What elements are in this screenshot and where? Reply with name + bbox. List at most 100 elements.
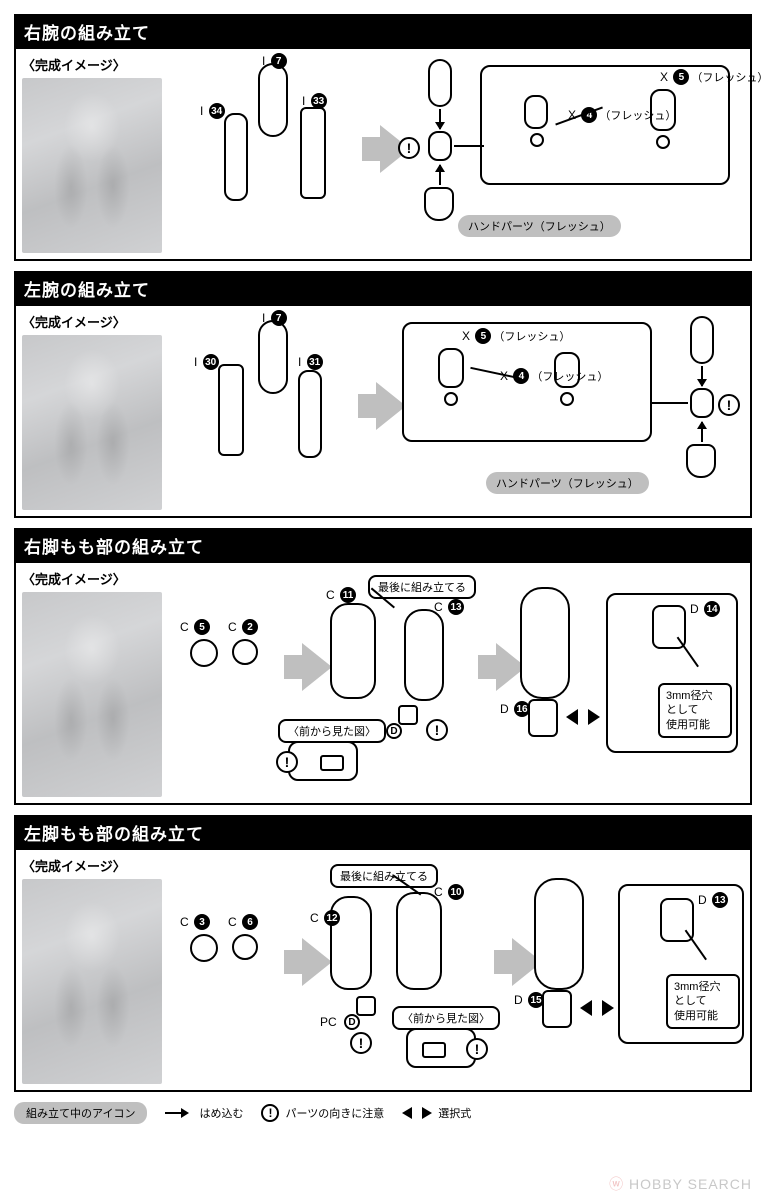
attention-icon: ! [718,394,740,416]
part-assembled-arm [428,59,452,107]
legend-orientation: ! パーツの向きに注意 [261,1104,384,1122]
lead-line [677,637,699,667]
attention-icon: ! [350,1032,372,1054]
callout-box: X 5（フレッシュ） X 4（フレッシュ） [402,322,652,442]
legend-label: はめ込む [199,1105,243,1121]
front-view-box: ! [288,741,358,781]
label-I7: I 7 [262,53,287,69]
hole-note: 3mm径穴 として 使用可能 [658,683,732,738]
preview-label: 〈完成イメージ〉 [22,569,170,588]
hand-parts-chip: ハンドパーツ（フレッシュ） [486,472,649,494]
attention-icon: ! [276,751,298,773]
label-C5: C 5 [180,619,210,635]
watermark-prefix: ⓦ [609,1176,624,1192]
diagram: C 5 C 2 最後に組み立てる C 11 C 13 PC D 〈前から見た図〉… [170,569,744,797]
callout-box: D 13 3mm径穴 として 使用可能 [618,884,744,1044]
section-right-arm: 右腕の組み立て 〈完成イメージ〉 I 7 I 34 I 33 ! ハンドパーツ（… [14,14,752,261]
part-thigh-back [404,609,444,701]
section-right-thigh: 右脚もも部の組み立て 〈完成イメージ〉 C 5 C 2 最後に組み立てる C 1… [14,528,752,805]
label-C3: C 3 [180,914,210,930]
selective-icon [580,1000,614,1016]
section-left-arm: 左腕の組み立て 〈完成イメージ〉 I 7 I 30 I 31 X 5（フレッシュ… [14,271,752,518]
attention-icon: ! [466,1038,488,1060]
section-left-thigh: 左脚もも部の組み立て 〈完成イメージ〉 C 3 C 6 最後に組み立てる C 1… [14,815,752,1092]
label-D16: D 16 [500,701,530,717]
callout-box: D 14 3mm径穴 として 使用可能 [606,593,738,753]
callout-ball [530,133,544,147]
label-I7: I 7 [262,310,287,326]
lead-line [454,145,484,147]
preview-label: 〈完成イメージ〉 [22,312,170,331]
part-hand [686,444,716,478]
selective-icon [566,709,600,725]
part-wrist-joint [428,131,452,161]
part-thigh-assembled [520,587,570,699]
diagram: I 7 I 30 I 31 X 5（フレッシュ） X 4（フレッシュ） ! ハン… [170,312,744,510]
lead-line [652,402,688,404]
part-knee-attach [542,990,572,1028]
part-hip-joint [190,639,218,667]
label-C13: C 13 [434,599,464,615]
section-body: 〈完成イメージ〉 I 7 I 30 I 31 X 5（フレッシュ） X 4（フレ… [14,306,752,518]
part-knee-attach [528,699,558,737]
part-forearm-inner [218,364,244,456]
part-hand [424,187,454,221]
label-X5: X 5（フレッシュ） [462,328,570,344]
hole-note: 3mm径穴 として 使用可能 [666,974,740,1029]
section-title: 右脚もも部の組み立て [14,528,752,563]
callout-part [524,95,548,129]
part-hip-cap [232,934,258,960]
step-arrow-icon [302,938,332,986]
part-wrist-joint [690,388,714,418]
part-upper-arm [258,63,288,137]
step-arrow-icon [302,643,332,691]
preview-image [22,335,162,510]
legend: 組み立て中のアイコン はめ込む ! パーツの向きに注意 選択式 [14,1102,752,1124]
label-PCD: PC D [320,1014,360,1030]
label-X5: X 5（フレッシュ） [660,69,766,85]
part-polycap [356,996,376,1016]
diagram: C 3 C 6 最後に組み立てる C 12 C 10 PC D ! 〈前から見た… [170,856,744,1084]
fit-in-icon [165,1106,193,1120]
callout-ball [656,135,670,149]
label-C2: C 2 [228,619,258,635]
callout-part [438,348,464,388]
legend-label: 選択式 [438,1105,471,1121]
assembly-arrow-icon [439,109,441,129]
label-D14: D 14 [690,601,720,617]
preview-column: 〈完成イメージ〉 [22,569,170,797]
label-I31: I 31 [298,354,323,370]
label-C12: C 12 [310,910,340,926]
label-C6: C 6 [228,914,258,930]
part-hip-cap [232,639,258,665]
last-assemble-note: 最後に組み立てる [330,864,438,888]
preview-column: 〈完成イメージ〉 [22,312,170,510]
assembly-arrow-icon [701,422,703,442]
assembly-arrow-icon [701,366,703,386]
label-I33: I 33 [302,93,327,109]
attention-icon: ! [398,137,420,159]
front-view-label: 〈前から見た図〉 [392,1006,500,1030]
section-body: 〈完成イメージ〉 C 3 C 6 最後に組み立てる C 12 C 10 PC D… [14,850,752,1092]
callout-box: X 5（フレッシュ） X 4（フレッシュ） [480,65,730,185]
label-C11: C 11 [326,587,356,603]
preview-label: 〈完成イメージ〉 [22,856,170,875]
part-upper-arm [258,320,288,394]
part-hip-joint [190,934,218,962]
hand-parts-chip: ハンドパーツ（フレッシュ） [458,215,621,237]
label-D13: D 13 [698,892,728,908]
attention-icon: ! [261,1104,279,1122]
label-D15: D 15 [514,992,544,1008]
front-view-label: 〈前から見た図〉 [278,719,386,743]
part-thigh-assembled [534,878,584,990]
diagram: I 7 I 34 I 33 ! ハンドパーツ（フレッシュ） X 5（フレッシュ）… [170,55,744,253]
part-forearm-outer [298,370,322,458]
preview-label: 〈完成イメージ〉 [22,55,170,74]
label-I34: I 34 [200,103,225,119]
attention-icon: ! [426,719,448,741]
lead-line [685,930,707,960]
section-body: 〈完成イメージ〉 I 7 I 34 I 33 ! ハンドパーツ（フレッシュ） [14,49,752,261]
legend-label: パーツの向きに注意 [285,1105,384,1121]
part-forearm-outer [224,113,248,201]
preview-column: 〈完成イメージ〉 [22,55,170,253]
